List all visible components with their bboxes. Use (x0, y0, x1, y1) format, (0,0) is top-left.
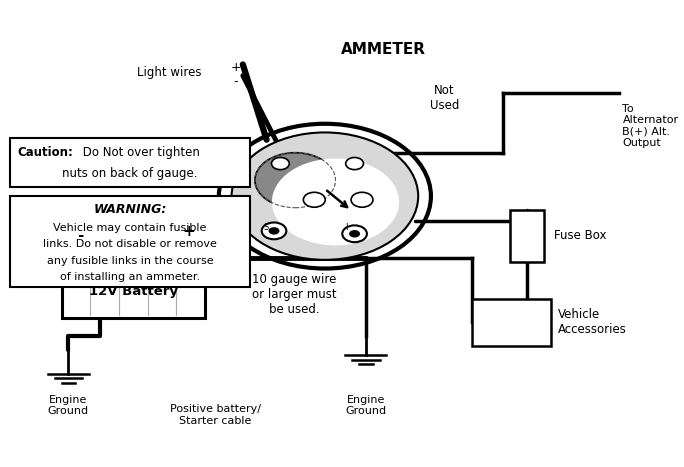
Text: Engine
Ground: Engine Ground (48, 395, 89, 416)
Text: Engine
Ground: Engine Ground (345, 395, 386, 416)
Text: -: - (234, 75, 238, 88)
Text: -: - (77, 228, 83, 243)
Text: Vehicle may contain fusible: Vehicle may contain fusible (53, 223, 207, 233)
Text: any fusible links in the course: any fusible links in the course (47, 256, 213, 266)
Text: nuts on back of gauge.: nuts on back of gauge. (62, 167, 198, 180)
Bar (10, 196, 250, 287)
Text: 10 gauge wire
or larger must
be used.: 10 gauge wire or larger must be used. (252, 273, 337, 316)
Text: Light wires: Light wires (137, 66, 202, 79)
Bar (88, 239, 113, 248)
Circle shape (262, 222, 287, 239)
Circle shape (351, 192, 373, 207)
Text: I: I (345, 223, 347, 232)
Circle shape (272, 157, 289, 170)
Circle shape (303, 192, 326, 207)
Bar (510, 210, 544, 262)
Bar (62, 257, 205, 318)
Text: WARNING:: WARNING: (93, 203, 167, 216)
Circle shape (272, 158, 399, 245)
Text: AMMETER: AMMETER (341, 42, 425, 57)
Circle shape (232, 133, 418, 260)
Text: S: S (264, 223, 269, 232)
Bar (472, 299, 551, 346)
Text: Vehicle
Accessories: Vehicle Accessories (557, 308, 627, 336)
Text: 12V Battery: 12V Battery (89, 285, 178, 298)
Text: +: + (231, 61, 241, 74)
Text: +: + (182, 224, 195, 239)
Text: of installing an ammeter.: of installing an ammeter. (60, 272, 200, 282)
Circle shape (349, 230, 360, 238)
Text: To
Alternator
B(+) Alt.
Output: To Alternator B(+) Alt. Output (622, 104, 679, 149)
Text: Caution:: Caution: (17, 146, 73, 159)
Text: Not
Used: Not Used (430, 84, 459, 112)
Text: Do Not over tighten: Do Not over tighten (79, 146, 200, 159)
Text: Fuse Box: Fuse Box (554, 229, 607, 242)
Circle shape (255, 153, 335, 208)
Circle shape (342, 226, 367, 242)
Bar (154, 237, 179, 245)
Text: links. Do not disable or remove: links. Do not disable or remove (43, 239, 217, 249)
Circle shape (345, 157, 363, 170)
Bar (10, 138, 250, 187)
Circle shape (269, 227, 280, 234)
Text: Positive battery/
Starter cable: Positive battery/ Starter cable (170, 404, 261, 425)
Circle shape (219, 124, 431, 269)
